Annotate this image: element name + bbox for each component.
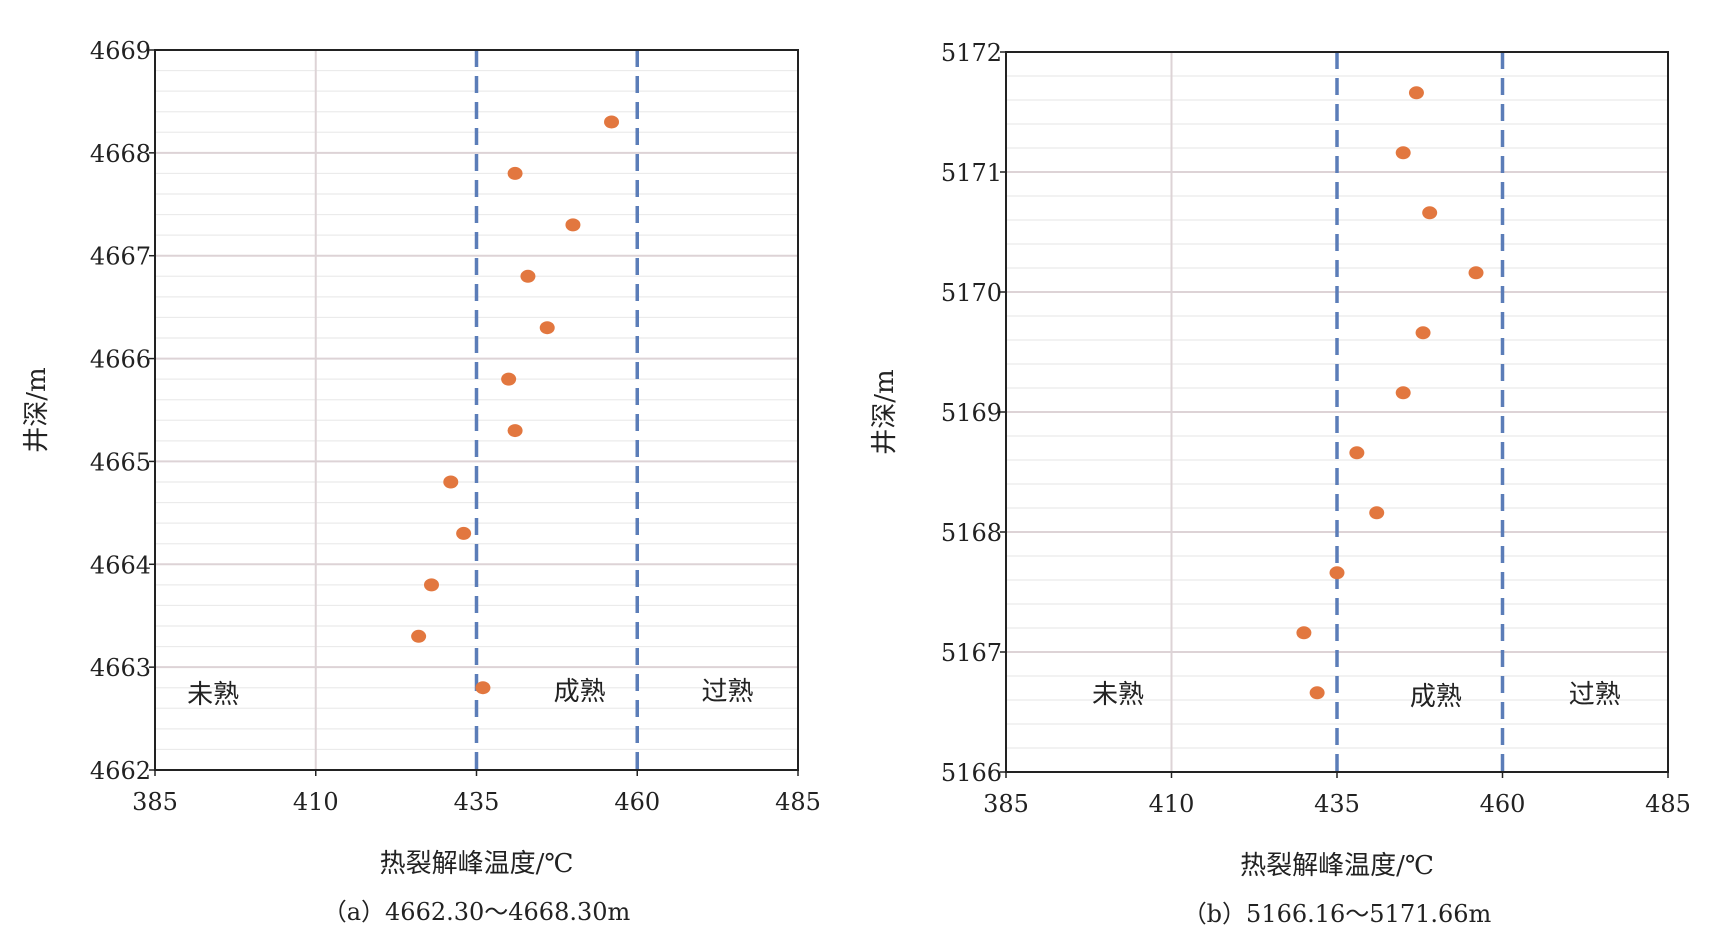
y-tick-label: 4663 xyxy=(90,654,151,682)
chart-a: 385 410 435 460 485 4662 4663 4664 4665 4666 4667 4… xyxy=(22,37,821,926)
data-point xyxy=(501,372,517,386)
chart-caption: （b）5166.16～5171.66m xyxy=(1183,900,1492,928)
y-axis-title: 井深/m xyxy=(22,367,52,452)
zone-label: 成熟 xyxy=(1410,682,1462,712)
y-tick-label: 4669 xyxy=(90,37,151,65)
data-point xyxy=(539,321,555,335)
zone-label: 过熟 xyxy=(702,677,754,707)
y-tick-label: 4667 xyxy=(90,243,151,271)
y-tick-label: 5172 xyxy=(941,39,1002,67)
x-tick-label: 460 xyxy=(614,788,660,816)
zone-label: 成熟 xyxy=(554,677,606,707)
chart-caption: （a）4662.30～4668.30m xyxy=(323,898,631,926)
zone-label: 未熟 xyxy=(187,680,239,710)
zone-label: 未熟 xyxy=(1092,680,1144,710)
data-points xyxy=(411,115,620,695)
data-point xyxy=(1369,506,1385,520)
y-tick-label: 4665 xyxy=(90,448,151,476)
data-point xyxy=(1395,386,1411,400)
y-tick-label: 5168 xyxy=(941,519,1002,547)
x-tick-label: 410 xyxy=(293,788,339,816)
x-tick-label: 385 xyxy=(983,790,1029,818)
y-tick-label: 5170 xyxy=(941,279,1002,307)
data-point xyxy=(423,578,439,592)
data-point xyxy=(1422,206,1438,220)
data-point xyxy=(1415,326,1431,340)
zone-label: 过熟 xyxy=(1569,680,1621,710)
data-point xyxy=(1309,686,1325,700)
y-tick-label: 4662 xyxy=(90,757,151,785)
data-point xyxy=(1329,566,1345,580)
x-tick-label: 435 xyxy=(454,788,500,816)
data-point xyxy=(1395,146,1411,160)
data-point xyxy=(443,475,459,489)
data-point xyxy=(1468,266,1484,280)
x-tick-label: 410 xyxy=(1149,790,1195,818)
data-points xyxy=(1296,86,1484,700)
y-tick-label: 5167 xyxy=(941,639,1002,667)
x-tick-label: 435 xyxy=(1314,790,1360,818)
y-tick-label: 4664 xyxy=(90,551,151,579)
x-tick-label: 460 xyxy=(1480,790,1526,818)
y-tick-label: 5169 xyxy=(941,399,1002,427)
y-tick-label: 4668 xyxy=(90,140,151,168)
x-tick-label: 485 xyxy=(775,788,821,816)
data-point xyxy=(456,526,472,540)
x-tick-label: 385 xyxy=(132,788,178,816)
data-point xyxy=(1408,86,1424,100)
data-point xyxy=(411,629,427,643)
y-tick-label: 5166 xyxy=(941,759,1002,787)
data-point xyxy=(507,424,523,438)
data-point xyxy=(1349,446,1365,460)
y-tick-label: 4666 xyxy=(90,346,151,374)
x-axis-title: 热裂解峰温度/℃ xyxy=(380,849,574,879)
data-point xyxy=(604,115,620,129)
chart-b: 385 410 435 460 485 5166 5167 5168 5169 5170 5171 5… xyxy=(870,39,1691,928)
data-point xyxy=(520,269,536,283)
data-point xyxy=(507,166,523,180)
x-tick-label: 485 xyxy=(1645,790,1691,818)
x-axis-title: 热裂解峰温度/℃ xyxy=(1240,851,1434,881)
data-point xyxy=(1296,626,1312,640)
y-tick-label: 5171 xyxy=(941,159,1002,187)
data-point xyxy=(565,218,581,232)
data-point xyxy=(475,681,491,695)
y-axis-title: 井深/m xyxy=(870,369,900,454)
